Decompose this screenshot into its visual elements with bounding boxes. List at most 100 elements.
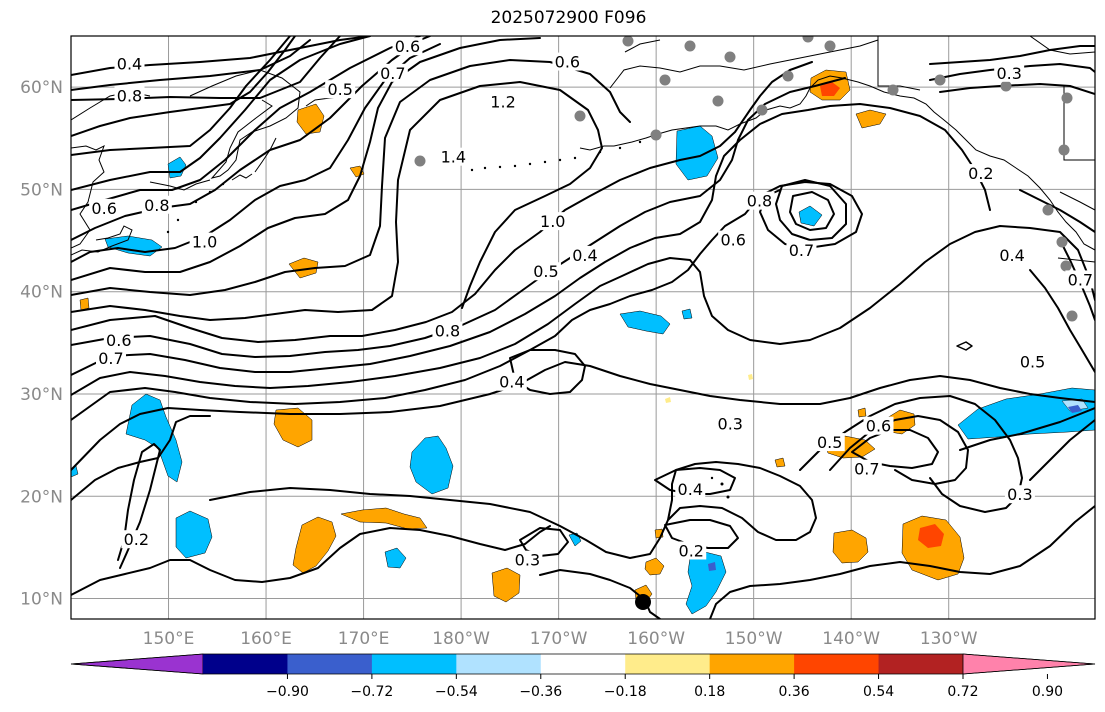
station-markers [414,36,1078,322]
contour-label: 0.5 [1020,352,1045,371]
contour-label-bg [1004,485,1035,504]
contour-label-bg [994,63,1025,82]
colorbar-segment [794,654,880,674]
contour-labels: 0.4 0.8 0.5 0.7 0.6 1.2 1.4 0.6 0.8 0.6 1.0 1.0 0.5 0… [89,37,1095,570]
lat-tick-label: 20°N [20,487,63,507]
contour-label-bg [89,198,120,217]
contour-label-bg [121,530,152,549]
latitude-labels: 60°N 50°N 40°N 30°N 20°N 10°N [20,78,63,609]
contour-label: 1.2 [490,92,515,111]
colorbar-tick-label: 0.90 [1032,684,1063,700]
contour-label: 0.5 [533,262,558,281]
colorbar [70,653,1096,675]
colorbar-segment [456,654,542,674]
contour-label: 0.8 [144,196,169,215]
contour-label: 0.5 [327,80,352,99]
contour-label: 0.7 [380,64,405,83]
colorbar-upper-extend [962,653,1096,675]
colorbar-tick-labels: −0.90 −0.72 −0.54 −0.36 −0.18 0.18 0.36 0.54 0.7… [266,674,1063,700]
contour-label-bg [537,212,568,231]
contour-label-bg [786,240,817,259]
contour-label: 0.3 [515,551,540,570]
contour-label: 1.0 [192,233,217,252]
contour-label-bg [1065,270,1095,289]
contour-label-bg [675,480,706,499]
contour-label-bg [715,414,746,433]
contour-label: 0.7 [789,241,814,260]
negative-shading [71,125,1095,615]
lon-tick-label: 140°W [822,629,880,649]
lon-tick-label: 160°E [240,629,292,649]
contour-label-bg [114,86,145,105]
colorbar-tick-label: 0.18 [694,684,725,700]
colorbar-tick-label: −0.54 [435,684,478,700]
colorbar-outline [70,653,1096,675]
contour-label-bg [488,92,519,111]
colorbar-tick-label: 0.72 [947,684,978,700]
lon-tick-label: 170°W [530,629,588,649]
contour-label: 1.0 [540,212,565,231]
map-frame [70,35,1096,620]
map-title: 2025072900 F096 [490,8,647,28]
contour-label-bg [432,321,463,340]
contour-label: 0.2 [968,164,993,183]
colorbar-tick-label: −0.90 [266,684,309,700]
contour-label: 0.8 [117,86,142,105]
contour-label: 0.5 [817,433,842,452]
lon-tick-label: 170°E [338,629,390,649]
contour-label-bg [851,459,882,478]
contour-label-bg [965,164,996,183]
colorbar-segment [625,654,711,674]
colorbar-tick-label: −0.18 [604,684,647,700]
contour-label: 0.7 [1068,270,1093,289]
contour-label-bg [114,54,145,73]
contour-label-bg [814,433,845,452]
colorbar-segment [878,654,964,674]
colorbar-lower-extend [70,653,204,675]
contour-label: 0.4 [117,55,142,74]
contour-label: 0.3 [996,64,1021,83]
contour-label: 0.6 [555,53,580,72]
contour-label: 0.2 [124,530,149,549]
colorbar-tick-label: 0.54 [863,684,894,700]
contour-label: 0.6 [720,231,745,250]
lat-tick-label: 10°N [20,590,63,610]
colorbar-segment [540,654,626,674]
lat-tick-label: 40°N [20,283,63,303]
contour-label: 0.7 [854,460,879,479]
longitude-labels: 150°E 160°E 170°E 180°W 170°W 160°W 150°W 140°W… [143,629,978,649]
contour-label: 0.4 [678,480,703,499]
hawaii-marker [635,594,651,610]
contour-label-bg [676,541,707,560]
lat-tick-label: 30°N [20,385,63,405]
contour-label: 0.4 [999,246,1024,265]
contour-label: 0.4 [499,373,524,392]
contour-label: 0.6 [91,199,116,218]
colorbar-tick-label: −0.36 [519,684,562,700]
contour-label-bg [95,349,126,368]
lon-tick-label: 160°W [627,629,685,649]
lon-tick-label: 150°E [143,629,195,649]
colorbar-tick-label: 0.36 [779,684,810,700]
contour-label: 0.6 [866,417,891,436]
contour-label-bg [744,191,775,210]
contour-label: 0.3 [718,415,743,434]
contour-label: 0.6 [395,37,420,56]
contour-label-bg [863,416,894,435]
colorbar-segment [709,654,795,674]
contour-label: 0.3 [1007,485,1032,504]
contour-label: 1.4 [441,148,466,167]
lon-tick-label: 130°W [920,629,978,649]
contour-label-bg [997,245,1028,264]
contour-label-bg [325,80,356,99]
contour-label: 0.6 [106,331,131,350]
colorbar-segment [287,654,373,674]
contour-label-bg [552,52,583,71]
lon-tick-label: 180°W [432,629,490,649]
colorbar-segment [203,654,288,674]
contour-label-bg [189,232,220,251]
contour-label-bg [512,550,543,569]
contour-label: 0.4 [572,246,597,265]
contour-label-bg [141,195,172,214]
